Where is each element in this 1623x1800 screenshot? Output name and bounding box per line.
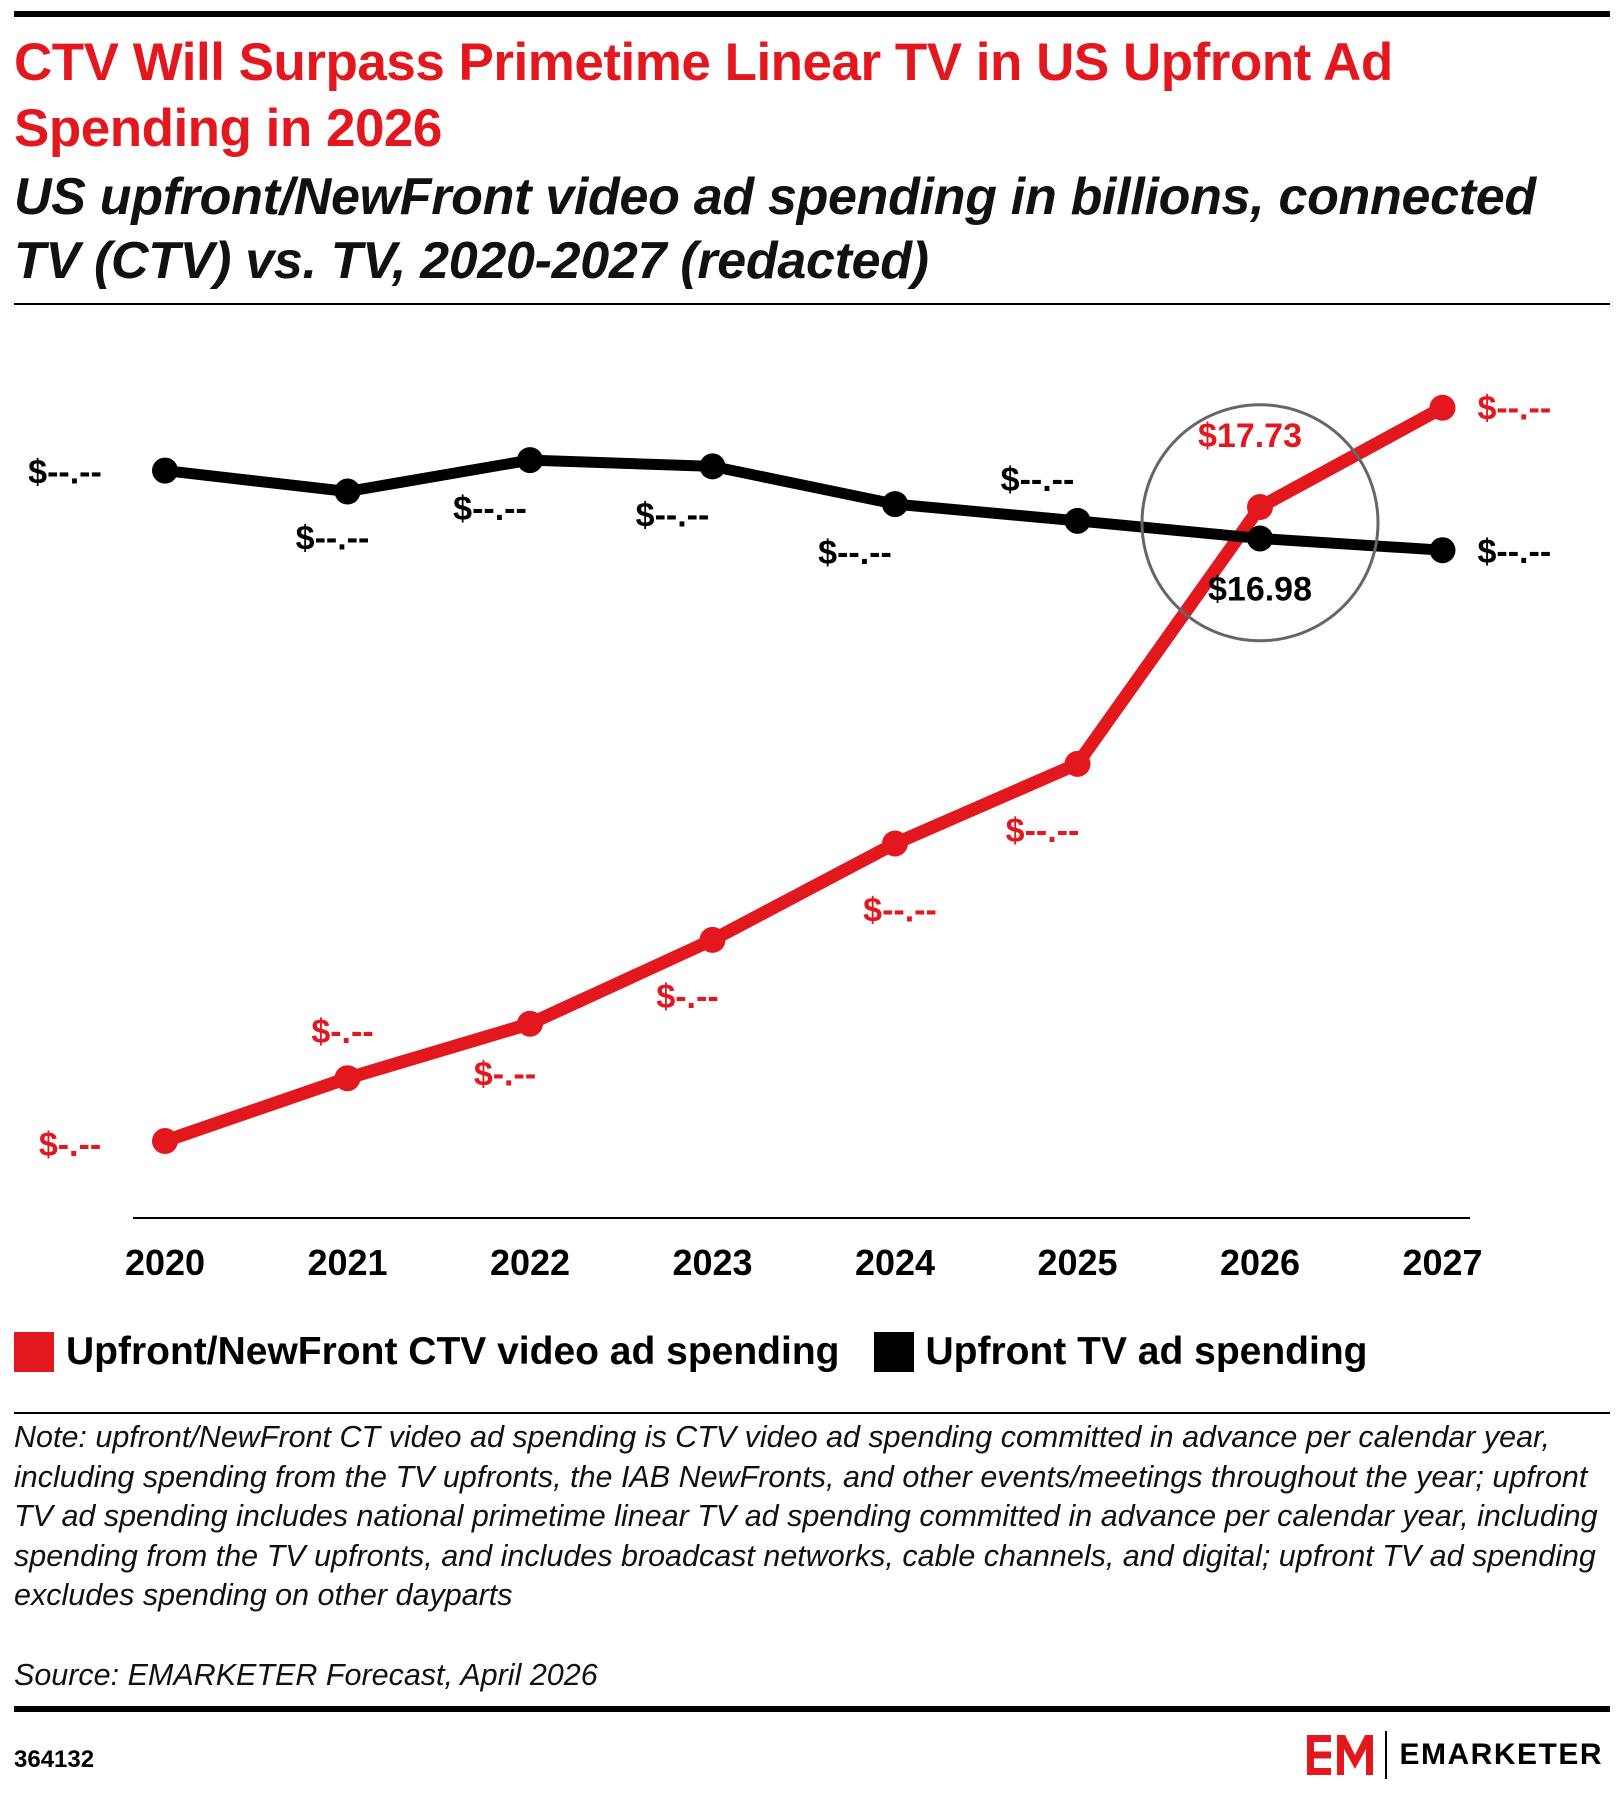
data-label-tv-2021: $--.--	[296, 520, 370, 558]
data-point-ctv-2026	[1247, 494, 1273, 521]
data-label-ctv-2024: $--.--	[863, 892, 937, 930]
footer-rule	[14, 1706, 1610, 1712]
x-tick-label-2027: 2027	[1402, 1242, 1482, 1283]
data-label-tv-2027: $--.--	[1478, 533, 1552, 571]
data-point-ctv-2023	[699, 926, 726, 953]
data-label-tv-2025: $--.--	[1001, 461, 1075, 499]
legend-item-tv: Upfront TV ad spending	[873, 1330, 1368, 1374]
data-label-ctv-2025: $--.--	[1006, 812, 1080, 850]
legend-swatch-tv	[873, 1332, 914, 1372]
top-rule	[14, 11, 1610, 17]
data-label-tv-2022: $--.--	[453, 490, 527, 528]
data-point-tv-2022	[517, 447, 543, 474]
data-point-tv-2024	[882, 491, 908, 518]
data-label-tv-2023: $--.--	[636, 496, 710, 534]
x-tick-label-2024: 2024	[855, 1242, 935, 1283]
series-layer	[152, 394, 1456, 1155]
data-point-ctv-2022	[517, 1010, 543, 1037]
legend-label-ctv: Upfront/NewFront CTV video ad spending	[66, 1330, 840, 1373]
data-label-tv-2020: $--.--	[28, 454, 102, 492]
emarketer-logo: EMARKETER	[1307, 1731, 1603, 1779]
em-logo-icon	[1307, 1735, 1374, 1775]
x-axis: 2020 2021 2022 2023 2024 2025 2026 2027	[125, 1217, 1483, 1283]
data-label-ctv-2021: $-.--	[311, 1013, 373, 1051]
data-label-tv-2026: $16.98	[1208, 570, 1312, 608]
data-label-layer: $-.-- $-.-- $-.-- $-.-- $--.-- $--.-- $17.73 $-…	[28, 390, 1551, 1164]
data-label-ctv-2027: $--.--	[1478, 390, 1552, 428]
legend-label-tv: Upfront TV ad spending	[925, 1330, 1368, 1373]
data-point-tv-2027	[1429, 537, 1456, 564]
data-point-ctv-2025	[1064, 750, 1091, 777]
data-point-tv-2025	[1064, 507, 1091, 534]
x-tick-label-2020: 2020	[125, 1242, 205, 1283]
x-tick-label-2021: 2021	[307, 1242, 387, 1283]
data-point-ctv-2027	[1429, 394, 1456, 421]
highlight-circle	[1140, 403, 1380, 643]
chart-id: 364132	[14, 1746, 95, 1773]
data-point-tv-2020	[152, 457, 178, 484]
series-line-tv	[159, 454, 1448, 556]
data-point-tv-2026	[1247, 525, 1273, 552]
source-note: Source: EMARKETER Forecast, April 2026	[14, 1658, 598, 1692]
legend-swatch-ctv	[14, 1332, 54, 1372]
data-label-ctv-2026: $17.73	[1198, 417, 1302, 455]
data-label-ctv-2023: $-.--	[656, 978, 718, 1016]
logo-wordmark: EMARKETER	[1399, 1738, 1603, 1771]
series-line-ctv	[158, 401, 1449, 1148]
x-tick-label-2026: 2026	[1220, 1242, 1300, 1283]
header-rule	[14, 303, 1610, 305]
data-label-ctv-2022: $-.--	[474, 1056, 536, 1094]
x-tick-label-2025: 2025	[1037, 1242, 1117, 1283]
data-point-ctv-2020	[152, 1128, 178, 1155]
legend-item-ctv: Upfront/NewFront CTV video ad spending	[14, 1330, 840, 1374]
data-point-ctv-2024	[882, 830, 908, 857]
legend: Upfront/NewFront CTV video ad spending U…	[14, 1330, 1401, 1374]
footnote: Note: upfront/NewFront CT video ad spend…	[14, 1420, 1598, 1612]
x-tick-label-2022: 2022	[490, 1242, 570, 1283]
data-point-ctv-2021	[334, 1065, 361, 1092]
x-tick-label-2023: 2023	[672, 1242, 752, 1283]
data-label-ctv-2020: $-.--	[39, 1126, 101, 1164]
data-point-tv-2021	[334, 478, 361, 505]
legend-rule	[14, 1412, 1610, 1414]
line-chart: 2020 2021 2022 2023 2024 2025 2026 2027 $-.--$-…	[28, 390, 1551, 1283]
logo-divider	[1385, 1731, 1388, 1779]
data-point-tv-2023	[699, 453, 726, 480]
chart-title: CTV Will Surpass Primetime Linear TV in …	[14, 33, 1393, 158]
chart-subtitle: US upfront/NewFront video ad spending in…	[14, 168, 1536, 290]
data-label-tv-2024: $--.--	[818, 534, 892, 572]
